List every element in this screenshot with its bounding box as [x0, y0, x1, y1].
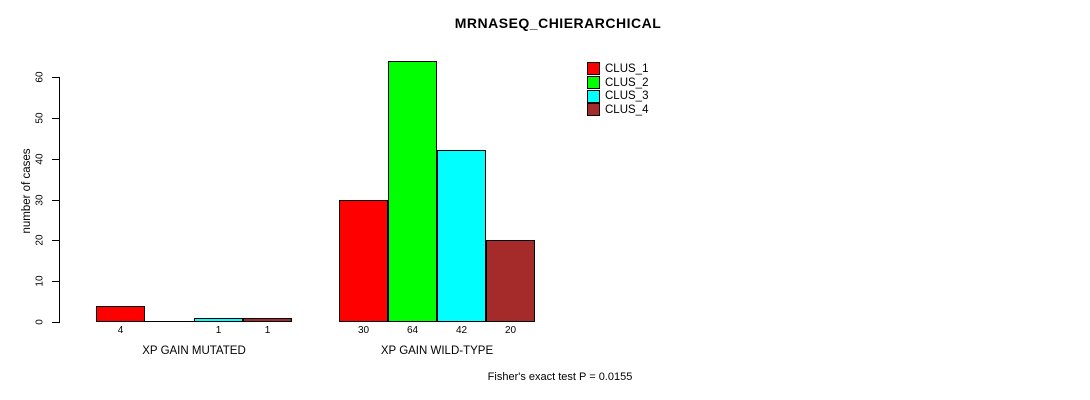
bar-value-label: 1: [264, 325, 271, 336]
x-axis-group-label: XP GAIN WILD-TYPE: [380, 345, 494, 357]
bar-value-label: 4: [117, 325, 124, 336]
legend-item-clus_1: CLUS_1: [587, 62, 648, 76]
bar-value-label: 20: [504, 325, 517, 336]
legend-item-clus_2: CLUS_2: [587, 76, 648, 90]
y-axis-tick: [52, 200, 59, 201]
bar-clus_1-group1: [96, 306, 145, 322]
y-axis-tick-label: 40: [34, 153, 46, 165]
legend-swatch-clus_1: [587, 62, 600, 76]
bar-value-label: 64: [406, 325, 419, 336]
y-axis-tick: [52, 240, 59, 241]
y-axis-tick-label: 60: [34, 71, 46, 83]
legend-item-clus_4: CLUS_4: [587, 103, 648, 117]
chart-title: MRNASEQ_CHIERARCHICAL: [454, 15, 662, 31]
bar-clus_2-group1: [145, 321, 194, 322]
y-axis-tick-label: 10: [34, 275, 46, 287]
legend-label: CLUS_2: [605, 76, 649, 89]
bar-clus_4-group1: [243, 318, 292, 322]
y-axis-tick: [52, 281, 59, 282]
legend-label: CLUS_3: [605, 90, 649, 103]
legend-swatch-clus_2: [587, 76, 600, 90]
legend-label: CLUS_1: [605, 62, 649, 75]
y-axis-tick: [52, 322, 59, 323]
bar-value-label: 42: [455, 325, 468, 336]
y-axis-tick: [52, 77, 59, 78]
legend: CLUS_1 CLUS_2 CLUS_3 CLUS_4: [587, 62, 648, 117]
y-axis-tick-label: 20: [34, 234, 46, 246]
legend-swatch-clus_4: [587, 103, 600, 117]
y-axis-tick-label: 50: [34, 112, 46, 124]
bar-clus_4-group2: [486, 240, 535, 322]
y-axis-line: [59, 77, 60, 323]
y-axis-tick: [52, 159, 59, 160]
bar-clus_3-group2: [437, 150, 486, 322]
bar-clus_1-group2: [339, 200, 388, 322]
bar-value-label: 30: [357, 325, 370, 336]
legend-swatch-clus_3: [587, 89, 600, 103]
y-axis-tick-label: 0: [34, 319, 46, 325]
y-axis-label: number of cases: [21, 148, 33, 234]
legend-label: CLUS_4: [605, 103, 649, 116]
bar-clus_3-group1: [194, 318, 243, 322]
x-axis-group-label: XP GAIN MUTATED: [142, 345, 246, 357]
fisher-test-annotation: Fisher's exact test P = 0.0155: [487, 371, 633, 383]
bar-clus_2-group2: [388, 61, 437, 322]
y-axis-tick-label: 30: [34, 194, 46, 206]
bar-value-label: 1: [215, 325, 222, 336]
y-axis-tick: [52, 118, 59, 119]
legend-item-clus_3: CLUS_3: [587, 89, 648, 103]
